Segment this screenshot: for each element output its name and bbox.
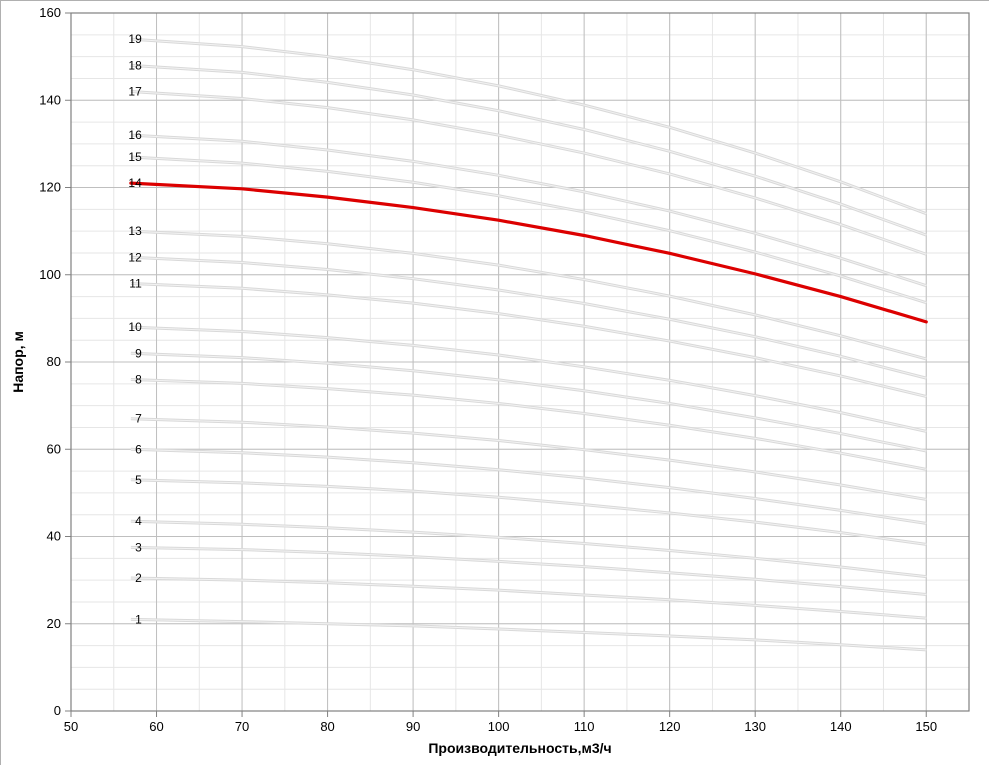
x-tick-label: 140: [830, 719, 852, 734]
x-tick-label: 70: [235, 719, 249, 734]
x-tick-label: 80: [320, 719, 334, 734]
curve-label-13: 13: [128, 224, 142, 238]
y-tick-label: 120: [39, 180, 61, 195]
x-tick-label: 50: [64, 719, 78, 734]
curve-label-3: 3: [135, 540, 142, 554]
y-tick-label: 40: [47, 529, 61, 544]
y-tick-label: 20: [47, 616, 61, 631]
y-axis-label: Напор, м: [10, 331, 26, 393]
y-tick-label: 140: [39, 92, 61, 107]
x-tick-label: 60: [149, 719, 163, 734]
curve-label-15: 15: [128, 150, 142, 164]
x-tick-label: 90: [406, 719, 420, 734]
x-axis-label: Производительность,м3/ч: [428, 740, 611, 756]
x-tick-label: 110: [574, 719, 595, 734]
curve-label-9: 9: [135, 346, 142, 360]
curve-label-18: 18: [128, 58, 142, 72]
curve-label-4: 4: [135, 514, 142, 528]
x-tick-label: 120: [659, 719, 681, 734]
curve-label-5: 5: [135, 473, 142, 487]
y-tick-label: 60: [47, 441, 61, 456]
curve-label-16: 16: [128, 128, 142, 142]
x-tick-label: 150: [915, 719, 937, 734]
curve-label-17: 17: [128, 85, 142, 99]
y-tick-label: 100: [39, 267, 61, 282]
curve-label-1: 1: [135, 612, 142, 626]
x-tick-label: 130: [744, 719, 766, 734]
curve-label-11: 11: [129, 276, 142, 290]
y-tick-label: 160: [39, 5, 61, 20]
curve-label-7: 7: [135, 412, 142, 426]
curve-label-10: 10: [128, 320, 142, 334]
pump-curve-chart: 1234567891011121314151617181950607080901…: [1, 1, 989, 766]
curve-label-12: 12: [128, 250, 142, 264]
curve-label-6: 6: [135, 442, 142, 456]
curve-label-19: 19: [128, 32, 142, 46]
curve-label-8: 8: [135, 372, 142, 386]
x-tick-label: 100: [488, 719, 510, 734]
y-tick-label: 80: [47, 354, 61, 369]
curve-label-2: 2: [135, 571, 142, 585]
curve-label-14: 14: [128, 176, 142, 190]
y-tick-label: 0: [54, 703, 61, 718]
